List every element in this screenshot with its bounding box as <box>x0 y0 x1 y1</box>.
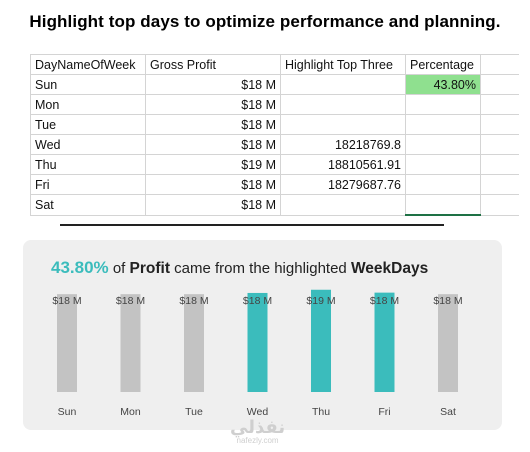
highlight-top-cell[interactable] <box>280 194 406 216</box>
highlight-top-cell[interactable]: 18279687.76 <box>280 174 406 195</box>
data-label-sat: $18 M <box>433 295 462 307</box>
divider-line <box>60 224 444 226</box>
gross-profit-cell[interactable]: $18 M <box>145 94 281 115</box>
column-header[interactable]: Percentage <box>405 54 481 75</box>
empty-cell[interactable] <box>480 114 519 135</box>
percentage-cell[interactable] <box>405 154 481 175</box>
highlight-top-cell[interactable]: 18218769.8 <box>280 134 406 155</box>
table-row: Wed $18 M 18218769.8 <box>30 134 519 155</box>
tick-label-sun: Sun <box>58 406 77 418</box>
chart-card: 43.80% of Profit came from the highlight… <box>23 240 502 430</box>
title-weekdays: WeekDays <box>350 260 429 277</box>
gross-profit-cell[interactable]: $18 M <box>145 114 281 135</box>
data-label-fri: $18 M <box>370 295 399 307</box>
tick-label-mon: Mon <box>120 406 141 418</box>
gross-profit-cell[interactable]: $18 M <box>145 174 281 195</box>
title-mid: came from the highlighted <box>174 260 347 277</box>
tick-label-thu: Thu <box>312 406 330 418</box>
percentage-cell[interactable] <box>405 174 481 195</box>
tick-label-fri: Fri <box>378 406 390 418</box>
gross-profit-cell[interactable]: $18 M <box>145 194 281 216</box>
percentage-cell[interactable] <box>405 194 481 216</box>
spreadsheet-grid: DayNameOfWeek Gross Profit Highlight Top T… <box>30 54 519 216</box>
day-cell[interactable]: Wed <box>30 134 146 155</box>
header-row: DayNameOfWeek Gross Profit Highlight Top T… <box>30 54 519 75</box>
gross-profit-cell[interactable]: $19 M <box>145 154 281 175</box>
watermark-logo: نفذلي nafezly.com <box>230 418 285 446</box>
highlight-top-cell[interactable] <box>280 94 406 115</box>
day-cell[interactable]: Mon <box>30 94 146 115</box>
card-title: 43.80% of Profit came from the highlight… <box>51 258 428 278</box>
percentage-cell[interactable] <box>405 134 481 155</box>
highlight-top-cell[interactable] <box>280 74 406 95</box>
empty-cell[interactable] <box>480 174 519 195</box>
data-label-wed: $18 M <box>243 295 272 307</box>
tick-label-tue: Tue <box>185 406 203 418</box>
column-header[interactable]: Highlight Top Three <box>280 54 406 75</box>
bar-thu <box>311 289 331 392</box>
data-label-thu: $19 M <box>306 295 335 307</box>
watermark-sub: nafezly.com <box>236 436 279 445</box>
data-label-tue: $18 M <box>179 295 208 307</box>
table-row: Sat $18 M <box>30 194 519 216</box>
percentage-cell[interactable] <box>405 114 481 135</box>
empty-cell[interactable] <box>480 74 519 95</box>
highlight-top-cell[interactable]: 18810561.91 <box>280 154 406 175</box>
gross-profit-cell[interactable]: $18 M <box>145 74 281 95</box>
headline: Highlight top days to optimize performan… <box>29 12 501 31</box>
percentage-cell[interactable]: 43.80% <box>405 74 481 95</box>
empty-cell[interactable] <box>480 54 519 75</box>
data-label-mon: $18 M <box>116 295 145 307</box>
column-header[interactable]: Gross Profit <box>145 54 281 75</box>
highlight-percentage: 43.80% <box>51 258 109 277</box>
percentage-cell[interactable] <box>405 94 481 115</box>
empty-cell[interactable] <box>480 94 519 115</box>
highlight-top-cell[interactable] <box>280 114 406 135</box>
title-of: of <box>112 260 126 277</box>
day-cell[interactable]: Sat <box>30 194 146 216</box>
column-header[interactable]: DayNameOfWeek <box>30 54 146 75</box>
day-cell[interactable]: Tue <box>30 114 146 135</box>
bar-sun <box>57 294 77 392</box>
table-row: Mon $18 M <box>30 94 519 115</box>
empty-cell[interactable] <box>480 154 519 175</box>
bar-fri <box>374 292 395 392</box>
table-row: Sun $18 M 43.80% <box>30 74 519 95</box>
day-cell[interactable]: Thu <box>30 154 146 175</box>
table-row: Thu $19 M 18810561.91 <box>30 154 519 175</box>
watermark-main: نفذلي <box>230 417 286 437</box>
day-cell[interactable]: Sun <box>30 74 146 95</box>
bar-wed <box>247 292 268 392</box>
bar-chart: $18 M Sun $18 M Mon $18 M Tue $18 M Wed $19 M Thu… <box>52 289 463 418</box>
table-row: Tue $18 M <box>30 114 519 135</box>
tick-label-sat: Sat <box>440 406 456 418</box>
bar-mon <box>120 294 141 392</box>
table-row: Fri $18 M 18279687.76 <box>30 174 519 195</box>
empty-cell[interactable] <box>480 134 519 155</box>
gross-profit-cell[interactable]: $18 M <box>145 134 281 155</box>
title-profit: Profit <box>129 260 170 277</box>
bar-tue <box>184 294 204 392</box>
empty-cell[interactable] <box>480 194 519 216</box>
day-cell[interactable]: Fri <box>30 174 146 195</box>
bar-sat <box>438 294 458 392</box>
data-label-sun: $18 M <box>52 295 81 307</box>
tick-label-wed: Wed <box>247 406 269 418</box>
